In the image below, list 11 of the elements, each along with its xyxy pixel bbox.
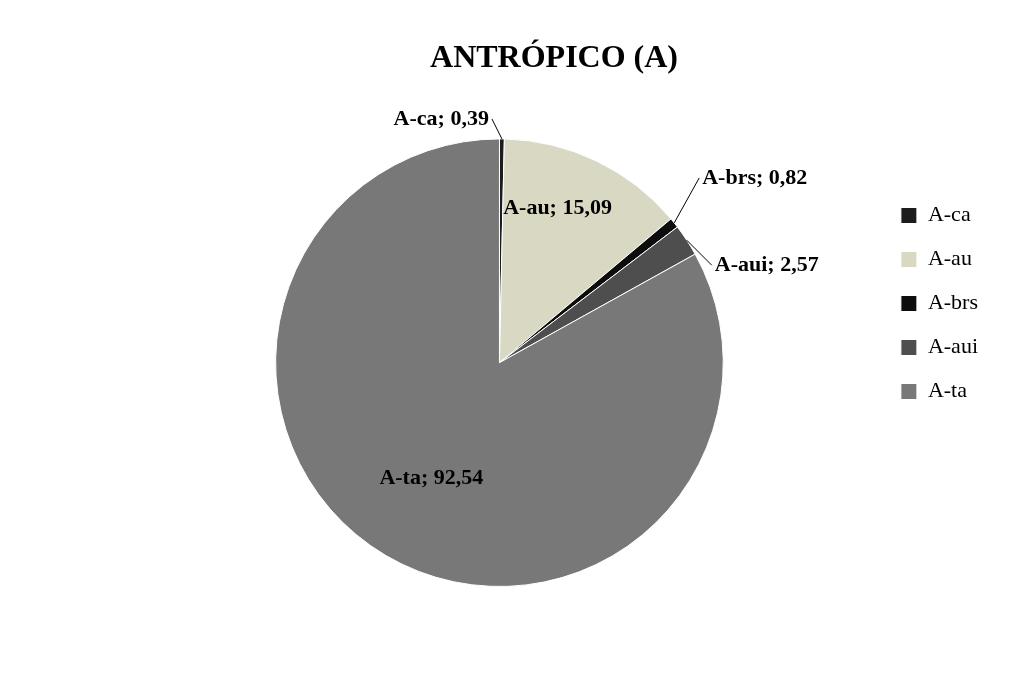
data-label: A-ca; 0,39	[393, 104, 489, 130]
data-label: A-au; 15,09	[503, 193, 612, 219]
legend-label: A-brs	[927, 289, 979, 315]
data-label: A-ta; 92,54	[379, 464, 484, 490]
legend-label: A-aui	[927, 333, 978, 359]
legend-label: A-ta	[927, 377, 968, 403]
legend-label: A-ca	[927, 201, 971, 227]
chart-title: ANTRÓPICO (A)	[430, 38, 678, 75]
data-label: A-brs; 0,82	[702, 163, 808, 189]
legend-label: A-au	[927, 245, 972, 271]
data-label: A-aui; 2,57	[714, 250, 819, 276]
